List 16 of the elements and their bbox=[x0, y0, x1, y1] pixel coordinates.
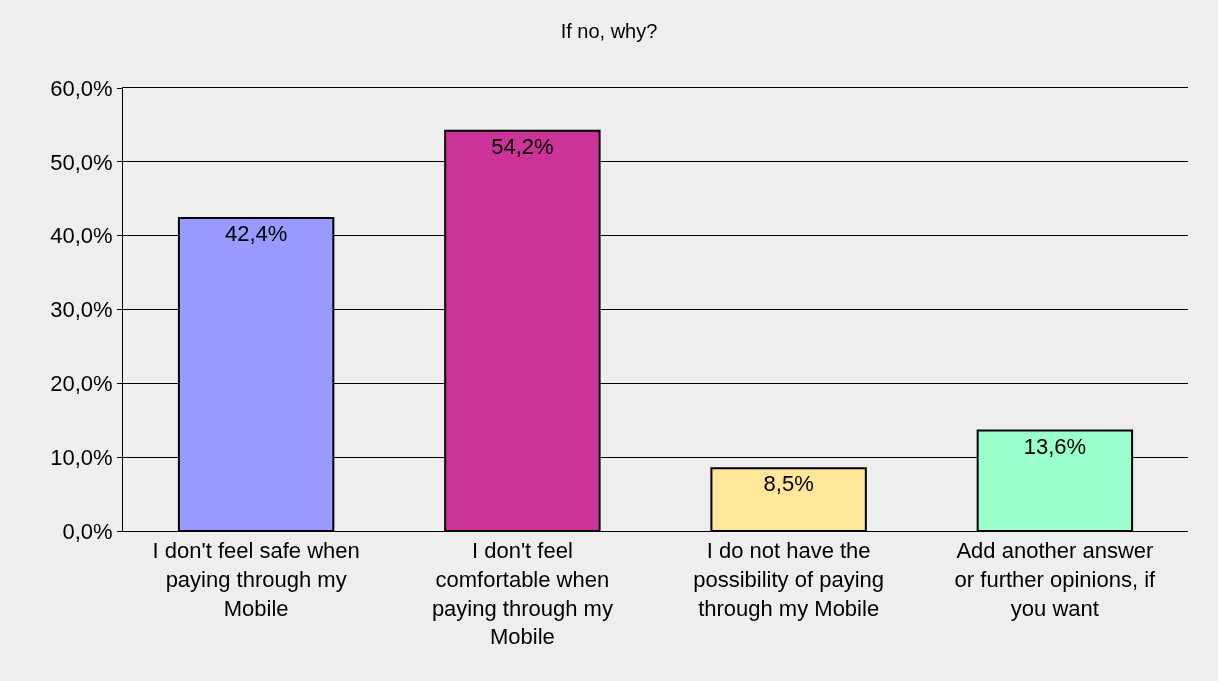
x-tick-label: I don't feel safe when paying through my Mobile bbox=[152, 538, 360, 621]
y-tick-label: 10,0% bbox=[50, 444, 113, 470]
x-tick-label: Add another answer or further opinions, if you want bbox=[954, 538, 1157, 621]
data-label: 8,5% bbox=[763, 471, 814, 497]
y-tick-label: 20,0% bbox=[50, 371, 113, 397]
y-tick-label: 0,0% bbox=[62, 518, 113, 544]
y-tick-label: 50,0% bbox=[50, 149, 113, 175]
x-tick-label: I don't feel comfortable when paying through my Mobile bbox=[431, 538, 613, 650]
y-tick-label: 60,0% bbox=[50, 75, 113, 101]
data-label: 13,6% bbox=[1023, 433, 1087, 459]
x-tick-label: I do not have the possibility of paying through my Mobile bbox=[693, 538, 885, 621]
y-tick-label: 30,0% bbox=[50, 297, 113, 323]
data-label: 54,2% bbox=[491, 133, 554, 159]
y-tick-label: 40,0% bbox=[50, 223, 113, 249]
chart-title: If no, why? bbox=[560, 19, 658, 42]
data-label: 42,4% bbox=[224, 220, 288, 246]
